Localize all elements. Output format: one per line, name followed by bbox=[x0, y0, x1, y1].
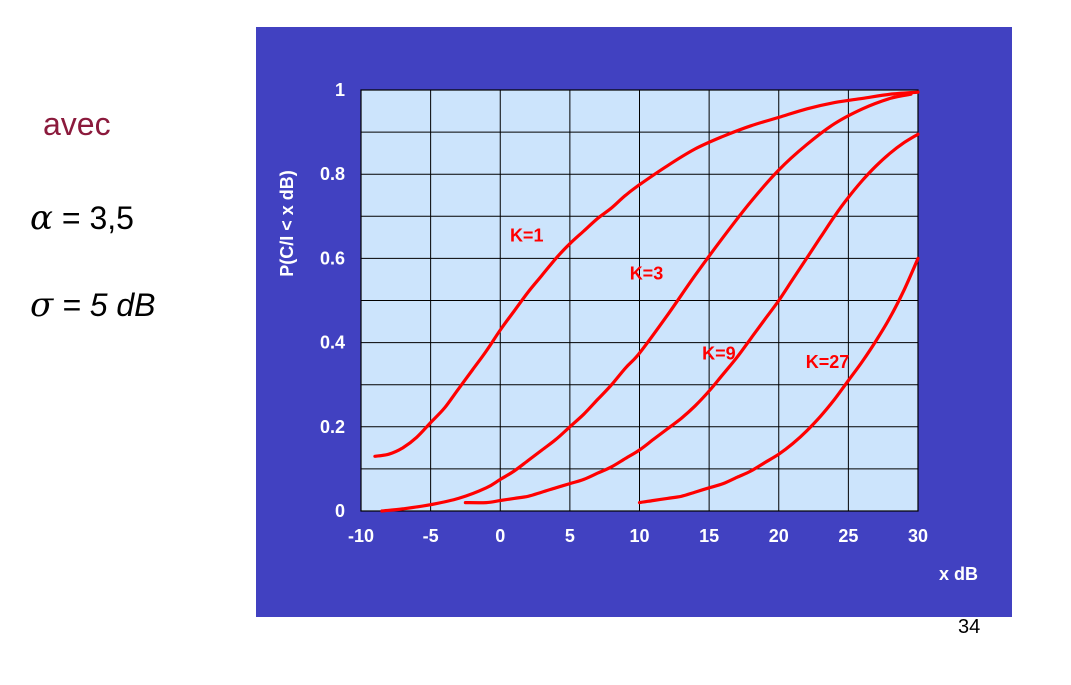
x-axis-title: x dB bbox=[939, 564, 978, 584]
series-label-k1: K=1 bbox=[510, 226, 544, 246]
alpha-symbol: α bbox=[30, 198, 53, 238]
series-line-k1 bbox=[373, 90, 920, 458]
series-line-k27 bbox=[637, 256, 920, 505]
intro-text: avec bbox=[43, 106, 111, 142]
sigma-symbol: σ bbox=[30, 285, 54, 325]
x-tick-label: 0 bbox=[495, 526, 505, 546]
x-tick-label: 10 bbox=[629, 526, 649, 546]
x-tick-label: 5 bbox=[565, 526, 575, 546]
x-tick-label: 15 bbox=[699, 526, 719, 546]
series-label-k3: K=3 bbox=[630, 263, 664, 283]
tick-labels: -10 -5 0 5 10 15 20 25 30 0 0.2 0.4 0.6 0.8 1 bbox=[320, 80, 928, 546]
y-axis-title: P(C/I < x dB) bbox=[277, 170, 297, 277]
x-tick-label: -5 bbox=[423, 526, 439, 546]
sigma-parameter: σ = 5 dB bbox=[30, 285, 156, 325]
curves: K=1 K=3 K=9 K=27 bbox=[373, 90, 920, 513]
y-tick-label: 0.2 bbox=[320, 417, 345, 437]
series-label-k27: K=27 bbox=[806, 352, 850, 372]
x-tick-label: 30 bbox=[908, 526, 928, 546]
y-tick-label: 1 bbox=[335, 80, 345, 100]
y-tick-label: 0.8 bbox=[320, 164, 345, 184]
x-tick-label: 25 bbox=[838, 526, 858, 546]
series-label-k9: K=9 bbox=[702, 343, 736, 363]
y-tick-label: 0.6 bbox=[320, 248, 345, 268]
chart-panel: K=1 K=3 K=9 K=27 -10 -5 0 5 10 15 20 25 30 0 0.2 0.4 0.… bbox=[256, 27, 1012, 617]
alpha-parameter: α = 3,5 bbox=[30, 198, 134, 238]
y-tick-label: 0.4 bbox=[320, 333, 345, 353]
series-line-k3 bbox=[380, 92, 913, 513]
sigma-value: = 5 dB bbox=[62, 287, 156, 323]
page-number: 34 bbox=[958, 616, 981, 638]
plot-border bbox=[360, 89, 919, 512]
x-tick-label: 20 bbox=[769, 526, 789, 546]
x-tick-label: -10 bbox=[348, 526, 374, 546]
y-tick-label: 0 bbox=[335, 501, 345, 521]
alpha-value: = 3,5 bbox=[61, 200, 134, 236]
cdf-chart: K=1 K=3 K=9 K=27 -10 -5 0 5 10 15 20 25 30 0 0.2 0.4 0.… bbox=[256, 27, 1012, 617]
series-line-k9 bbox=[463, 132, 920, 505]
